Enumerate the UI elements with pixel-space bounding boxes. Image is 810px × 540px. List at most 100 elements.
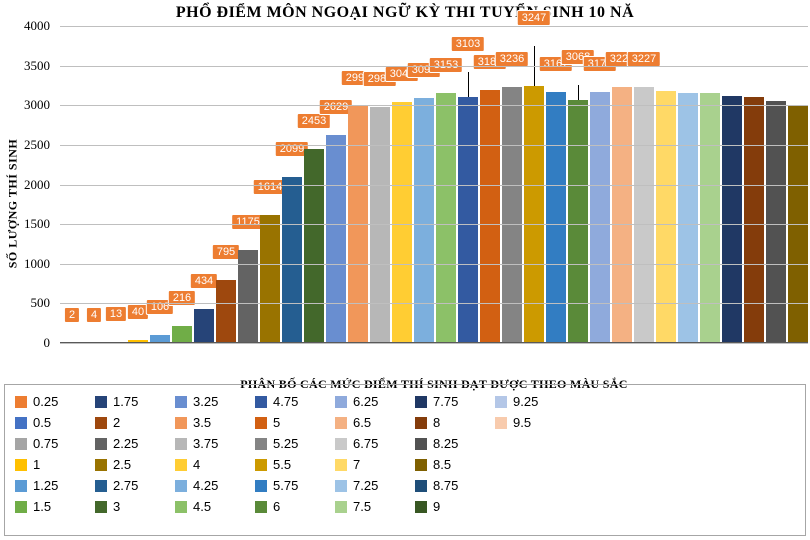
legend-swatch: [335, 480, 347, 492]
bar: [678, 93, 698, 343]
legend-label: 6.5: [353, 415, 371, 430]
legend-item: 0.25: [15, 394, 83, 409]
legend-item: 1: [15, 457, 83, 472]
bar: [282, 177, 302, 343]
legend-label: 3.5: [193, 415, 211, 430]
bar: [502, 87, 522, 343]
bar: [458, 97, 478, 343]
legend-label: 5.75: [273, 478, 298, 493]
legend-item: 1.5: [15, 499, 83, 514]
legend-swatch: [415, 438, 427, 450]
legend-item: 1.25: [15, 478, 83, 493]
legend-item: 2.75: [95, 478, 163, 493]
legend-item: 9: [415, 499, 483, 514]
gridline: [60, 185, 808, 186]
legend-label: 3: [113, 499, 120, 514]
legend-label: 7.25: [353, 478, 378, 493]
legend-label: 4.75: [273, 394, 298, 409]
legend-label: 6: [273, 499, 280, 514]
legend-swatch: [15, 438, 27, 450]
y-tick-label: 500: [31, 295, 51, 311]
legend-swatch: [255, 480, 267, 492]
legend-item: 5: [255, 415, 323, 430]
bar: [414, 98, 434, 343]
x-axis-line: [60, 342, 808, 343]
gridline: [60, 303, 808, 304]
legend-item: 2: [95, 415, 163, 430]
gridline: [60, 343, 808, 344]
legend-item: 7.75: [415, 394, 483, 409]
legend-item: 7.25: [335, 478, 403, 493]
legend-label: 2.25: [113, 436, 138, 451]
bar: [700, 93, 720, 343]
legend-label: 7.5: [353, 499, 371, 514]
bar: [392, 102, 412, 343]
data-label: 3247: [517, 10, 551, 26]
legend-swatch: [95, 480, 107, 492]
legend-swatch: [335, 438, 347, 450]
legend-item: 8: [415, 415, 483, 430]
legend-label: 8.25: [433, 436, 458, 451]
legend-item: 6.5: [335, 415, 403, 430]
legend-swatch: [175, 501, 187, 513]
legend-item: 8.5: [415, 457, 483, 472]
bar: [744, 97, 764, 343]
data-label: 795: [212, 244, 240, 260]
legend-item: 7.5: [335, 499, 403, 514]
legend-item: 6.25: [335, 394, 403, 409]
legend-swatch: [15, 501, 27, 513]
legend-swatch: [415, 480, 427, 492]
y-tick-label: 3000: [24, 97, 50, 113]
bar: [260, 215, 280, 343]
legend-item: 2.25: [95, 436, 163, 451]
legend-item: 5.75: [255, 478, 323, 493]
legend-swatch: [175, 480, 187, 492]
legend-item: 8.75: [415, 478, 483, 493]
legend-label: 0.75: [33, 436, 58, 451]
legend-label: 1.5: [33, 499, 51, 514]
legend-item: 3.5: [175, 415, 243, 430]
legend-label: 4: [193, 457, 200, 472]
legend-swatch: [335, 396, 347, 408]
legend-swatch: [95, 459, 107, 471]
y-axis-ticks: 05001000150020002500300035004000: [0, 26, 56, 380]
y-tick-label: 1500: [24, 216, 50, 232]
legend-label: 3.25: [193, 394, 218, 409]
legend-label: 7.75: [433, 394, 458, 409]
legend-label: 2: [113, 415, 120, 430]
legend-item: 4.5: [175, 499, 243, 514]
legend-label: 4.5: [193, 499, 211, 514]
legend-label: 9: [433, 499, 440, 514]
legend-item: 6: [255, 499, 323, 514]
legend-swatch: [335, 417, 347, 429]
plot-area: 2413401062164347951175161420992453262929…: [60, 26, 808, 380]
bar: [172, 326, 192, 343]
legend-swatch: [255, 501, 267, 513]
legend-item: 1.75: [95, 394, 163, 409]
legend-label: 2.75: [113, 478, 138, 493]
bar: [590, 92, 610, 343]
bar: [766, 101, 786, 343]
bar: [612, 87, 632, 343]
legend-item: 3: [95, 499, 163, 514]
legend-label: 2.5: [113, 457, 131, 472]
legend-label: 8.75: [433, 478, 458, 493]
legend-swatch: [15, 396, 27, 408]
y-tick-label: 4000: [24, 18, 50, 34]
legend-item: 3.75: [175, 436, 243, 451]
legend-swatch: [175, 438, 187, 450]
legend-swatch: [95, 501, 107, 513]
legend-swatch: [335, 459, 347, 471]
legend-swatch: [255, 459, 267, 471]
bar: [634, 87, 654, 343]
legend-item: 0.75: [15, 436, 83, 451]
legend-label: 9.5: [513, 415, 531, 430]
chart-container: PHỔ ĐIỂM MÔN NGOẠI NGỮ KỲ THI TUYỂN SINH…: [0, 0, 810, 540]
legend-label: 6.25: [353, 394, 378, 409]
legend-label: 6.75: [353, 436, 378, 451]
bar: [326, 135, 346, 343]
legend-swatch: [415, 417, 427, 429]
legend-label: 9.25: [513, 394, 538, 409]
legend-swatch: [335, 501, 347, 513]
gridline: [60, 264, 808, 265]
